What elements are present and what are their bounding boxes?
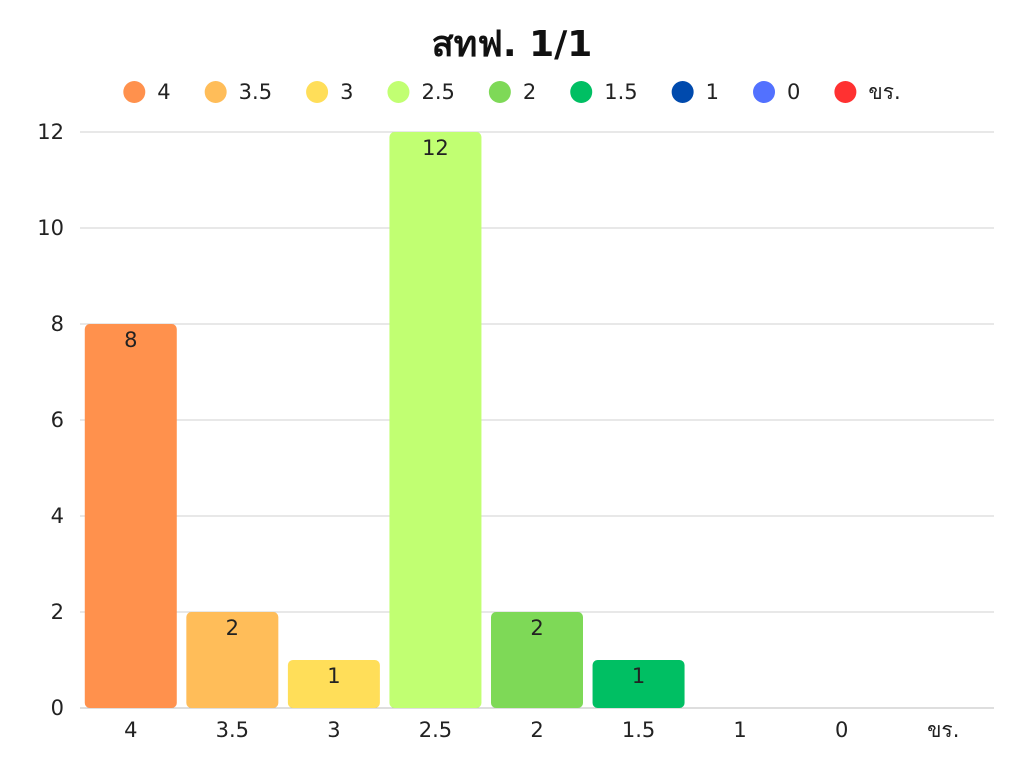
legend-item: 0 [753, 80, 800, 104]
legend-item: 1 [671, 80, 719, 104]
x-tick-label: 4 [124, 718, 137, 742]
legend-label: 4 [157, 80, 170, 104]
x-tick-label: 3.5 [216, 718, 249, 742]
y-tick-label: 2 [51, 600, 64, 624]
bar-labels: 8 2 1 12 2 1 [124, 136, 645, 688]
x-axis: 4 3.5 3 2.5 2 1.5 1 0 ขร. [124, 718, 959, 742]
bar [84, 324, 177, 708]
bar [491, 612, 583, 708]
x-tick-label: 1.5 [622, 718, 655, 742]
bar-value-label: 2 [530, 616, 543, 640]
legend-swatch [834, 81, 857, 103]
legend-swatch [306, 81, 329, 103]
x-tick-label: 3 [327, 718, 340, 742]
legend-item: 2 [488, 80, 536, 104]
chart-title: สทฟ. 1/1 [432, 24, 593, 65]
legend-label: 2.5 [421, 80, 454, 104]
y-axis: 0 2 4 6 8 10 12 [37, 120, 64, 720]
x-tick-label: 1 [733, 718, 746, 742]
y-tick-label: 10 [37, 216, 64, 240]
y-tick-label: 8 [51, 312, 64, 336]
bar [186, 612, 279, 708]
legend-label: 3 [340, 80, 353, 104]
bar-value-label: 8 [124, 328, 137, 352]
legend-item: 4 [123, 80, 171, 104]
legend-swatch [570, 81, 593, 103]
x-tick-label: 2.5 [419, 718, 452, 742]
x-tick-label: 2 [530, 718, 543, 742]
legend-swatch [671, 81, 694, 103]
legend-swatch [387, 81, 410, 103]
bar-value-label: 1 [632, 664, 645, 688]
legend: 4 3.5 3 2.5 2 1.5 1 0 ขร. [123, 80, 901, 104]
x-tick-label: ขร. [927, 718, 959, 742]
bar [592, 660, 685, 708]
legend-swatch [123, 81, 146, 103]
legend-label: 3.5 [239, 80, 272, 104]
bar-value-label: 1 [327, 664, 340, 688]
y-tick-label: 0 [51, 696, 64, 720]
y-tick-label: 12 [37, 120, 64, 144]
legend-label: 0 [787, 80, 800, 104]
bar [287, 660, 380, 708]
legend-swatch [753, 81, 776, 103]
legend-swatch [204, 81, 227, 103]
y-tick-label: 6 [51, 408, 64, 432]
legend-item: 3.5 [204, 80, 272, 104]
bars [84, 132, 685, 708]
legend-item: 1.5 [570, 80, 638, 104]
legend-swatch [488, 81, 511, 103]
bar-value-label: 12 [422, 136, 449, 160]
x-tick-label: 0 [835, 718, 848, 742]
legend-item: 3 [306, 80, 353, 104]
y-tick-label: 4 [51, 504, 64, 528]
legend-label: 1 [706, 80, 719, 104]
legend-label: 2 [523, 80, 536, 104]
bar [389, 132, 482, 708]
legend-item: ขร. [834, 80, 901, 104]
legend-label: 1.5 [604, 80, 637, 104]
legend-label: ขร. [868, 80, 900, 104]
legend-item: 2.5 [387, 80, 455, 104]
bar-value-label: 2 [226, 616, 239, 640]
